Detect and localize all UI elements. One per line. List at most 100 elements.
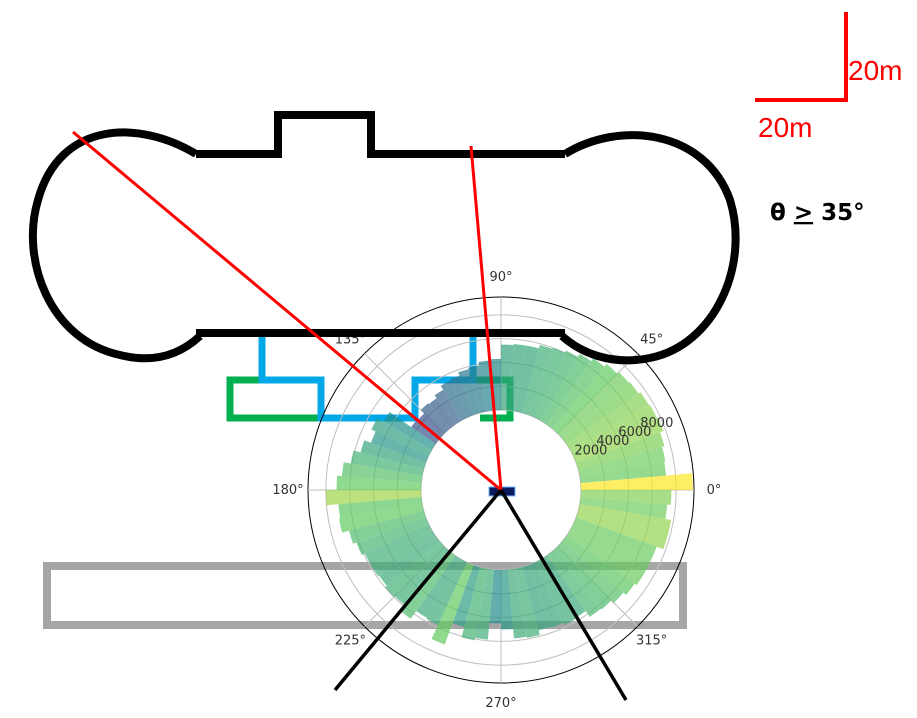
polar-bar (507, 343, 527, 412)
angle-tick-label: 180° (272, 483, 303, 498)
polar-bar (338, 496, 423, 519)
polar-bar (428, 398, 456, 429)
polar-bar (578, 503, 672, 535)
polar-bar (557, 541, 624, 603)
venue-left-lobe (28, 128, 203, 363)
angle-tick-label: 225° (335, 634, 366, 649)
polar-bar (566, 530, 645, 586)
polar-bar (507, 568, 527, 639)
threshold-symbol: θ (770, 200, 786, 226)
polar-bar (371, 431, 429, 463)
polar-bar (394, 546, 450, 606)
scale-bar-lines (755, 12, 848, 102)
scale-horizontal-label: 20m (758, 112, 812, 143)
sight-line-center (469, 145, 503, 491)
polar-bar (468, 365, 488, 413)
polar-bar (552, 364, 618, 434)
polar-bar (521, 565, 551, 631)
polar-bar (461, 567, 488, 641)
polar-bar (579, 461, 667, 484)
polar-bar (350, 450, 424, 477)
polar-bar (501, 344, 514, 411)
polar-bar (546, 358, 605, 429)
polar-bar (440, 380, 468, 421)
polar-bar (528, 562, 563, 628)
sight-line-left (72, 130, 502, 492)
polar-bar (534, 350, 578, 421)
venue-outline (28, 111, 740, 365)
polar-tick-labels: 0°45°90°135°180°225°270°315°200040006000… (272, 270, 721, 711)
threshold-operator: > (794, 200, 813, 226)
green-outline (226, 376, 321, 422)
polar-bar (570, 523, 652, 573)
polar-bar (528, 347, 565, 418)
radial-tick-label: 8000 (640, 416, 673, 431)
angle-tick-label: 45° (640, 332, 663, 347)
polar-bar (336, 475, 422, 490)
scale-bar: 20m 20m (755, 12, 902, 143)
polar-bar (562, 535, 635, 595)
polar-bar (552, 546, 612, 610)
angle-tick-label: 270° (485, 696, 516, 711)
radial-tick-label: 6000 (618, 425, 651, 440)
polar-bar (378, 535, 440, 586)
polar-bar (580, 490, 672, 505)
polar-bar (489, 358, 501, 411)
gray-structure (43, 562, 687, 629)
polar-bar (385, 541, 445, 598)
polar-bar (420, 403, 450, 434)
polar-bar (573, 416, 664, 463)
threshold-annotation: θ > 35° (770, 200, 865, 226)
polar-bar (399, 551, 456, 619)
polar-bar (521, 344, 553, 415)
polar-bar (514, 345, 539, 413)
radial-tick-label: 4000 (596, 434, 629, 449)
angle-tick-label: 315° (636, 634, 667, 649)
polar-bar (514, 567, 540, 638)
polar-bar (562, 381, 639, 445)
polar-bar (431, 562, 474, 645)
polar-bar (534, 559, 576, 626)
venue-right-lobe (559, 131, 740, 365)
polar-bar (416, 555, 461, 618)
polar-bar (541, 353, 592, 425)
scale-vertical-label: 20m (848, 55, 902, 86)
gray-rectangle (43, 562, 687, 629)
polar-bar (557, 372, 629, 439)
polar-bar (371, 418, 432, 457)
cone-line-right (499, 489, 628, 701)
polar-bar (360, 440, 426, 470)
sight-lines (72, 130, 503, 492)
angle-tick-label: 90° (489, 270, 512, 285)
polar-chart: 0°45°90°135°180°225°270°315°200040006000… (272, 270, 721, 711)
polar-bar (349, 510, 426, 544)
radial-tick-label: 2000 (574, 443, 607, 458)
polar-bar (449, 375, 474, 418)
polar-bar (434, 389, 461, 425)
polar-bar (458, 369, 481, 415)
polar-bar (474, 568, 495, 640)
polar-bar (370, 530, 436, 577)
venue-upper-edge (196, 111, 565, 158)
polar-bar (452, 565, 481, 628)
polar-bar (383, 412, 436, 450)
polar-bar (566, 392, 649, 450)
polar-bar (489, 569, 501, 624)
polar-bar (325, 490, 422, 506)
polar-bar (578, 446, 666, 477)
angle-tick-label: 0° (707, 483, 722, 498)
polar-bar (541, 555, 586, 618)
polar-bars (325, 343, 693, 645)
polar-bar (570, 404, 657, 457)
cone-line-left (333, 488, 503, 692)
cone-lines (333, 488, 628, 701)
polar-bar (546, 551, 601, 617)
polar-bar (576, 432, 665, 470)
polar-bar (364, 523, 432, 566)
polar-bar (580, 473, 693, 490)
polar-bar (417, 413, 445, 439)
polar-bar (411, 419, 440, 445)
polar-bar (573, 517, 657, 561)
polar-bar (356, 517, 429, 555)
